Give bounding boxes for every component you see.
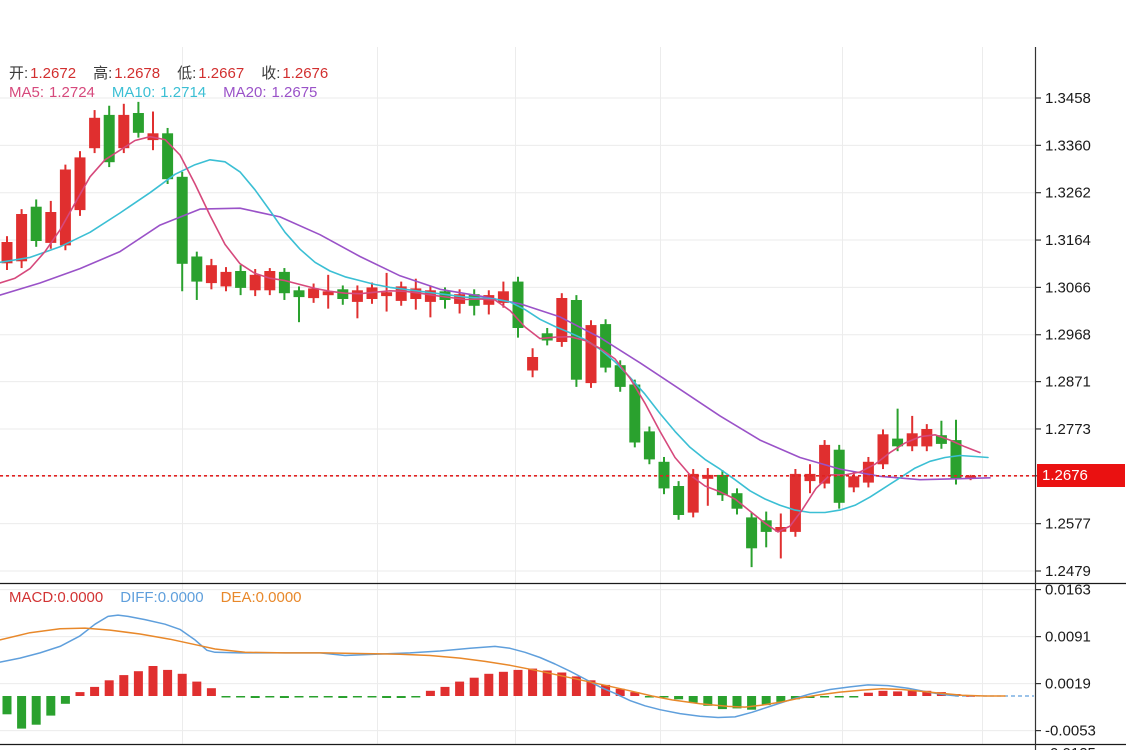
low-label: 低: <box>177 65 197 82</box>
svg-text:1.3164: 1.3164 <box>1045 232 1091 249</box>
open-label: 开: <box>9 65 29 82</box>
ma5-label: MA5: <box>9 84 45 101</box>
svg-text:1.2871: 1.2871 <box>1045 374 1091 391</box>
macd-readout: MACD:0.0000 DIFF:0.0000 DEA:0.0000 <box>9 589 319 606</box>
low-value: 1.2667 <box>198 65 245 82</box>
close-value: 1.2676 <box>282 65 329 82</box>
ma-readout: MA5: 1.2724 MA10: 1.2714 MA20: 1.2675 <box>9 84 334 101</box>
svg-text:0.0091: 0.0091 <box>1045 629 1091 646</box>
diff-value: 0.0000 <box>157 589 204 606</box>
svg-text:1.3360: 1.3360 <box>1045 137 1091 154</box>
ohlc-readout: 开: 1.2672 高: 1.2678 低: 1.2667 收: 1.2676 <box>9 62 345 83</box>
svg-text:1.3066: 1.3066 <box>1045 279 1091 296</box>
svg-text:-0.0053: -0.0053 <box>1045 723 1096 740</box>
close-label: 收: <box>261 65 281 82</box>
diff-label: DIFF: <box>120 589 158 606</box>
current-price-badge: 1.2676 <box>1037 464 1125 487</box>
ma5-value: 1.2724 <box>49 84 95 101</box>
ma20-label: MA20: <box>223 84 267 101</box>
svg-text:0.0019: 0.0019 <box>1045 676 1091 693</box>
svg-text:0.0163: 0.0163 <box>1045 582 1091 599</box>
svg-text:1.3458: 1.3458 <box>1045 90 1091 107</box>
svg-text:1.2577: 1.2577 <box>1045 516 1091 533</box>
high-value: 1.2678 <box>114 65 161 82</box>
svg-text:1.3262: 1.3262 <box>1045 185 1091 202</box>
svg-text:1.2479: 1.2479 <box>1045 563 1091 580</box>
open-value: 1.2672 <box>30 65 77 82</box>
ma20-value: 1.2675 <box>271 84 318 101</box>
dea-value: 0.0000 <box>255 589 302 606</box>
ma10-label: MA10: <box>111 84 156 101</box>
high-label: 高: <box>93 65 113 82</box>
macd-label: MACD: <box>9 589 58 606</box>
svg-text:-0.0125: -0.0125 <box>1045 745 1096 750</box>
current-price-value: 1.2676 <box>1042 467 1088 484</box>
svg-text:1.2773: 1.2773 <box>1045 421 1091 438</box>
ma10-value: 1.2714 <box>160 84 207 101</box>
svg-text:1.2968: 1.2968 <box>1045 327 1091 344</box>
dea-label: DEA: <box>220 589 256 606</box>
macd-value: 0.0000 <box>57 589 104 606</box>
